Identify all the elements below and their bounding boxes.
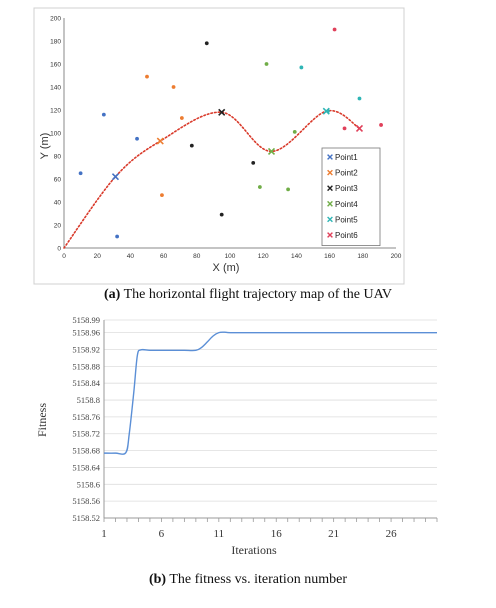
- y-axis-label: Y (m): [39, 133, 51, 160]
- fitness-line: [103, 331, 437, 455]
- caption-b-tag: (b): [148, 572, 167, 587]
- data-point: [342, 126, 347, 131]
- x-tick-label: 200: [391, 253, 402, 260]
- data-point: [204, 41, 209, 46]
- data-point: [286, 187, 290, 192]
- x-tick-label: 16: [271, 528, 283, 540]
- y-tick-label: 5158.72: [72, 429, 100, 439]
- data-point: [160, 193, 164, 198]
- x-tick-label: 120: [258, 253, 269, 260]
- x-tick-label: 40: [127, 253, 135, 260]
- data-point: [219, 212, 224, 217]
- x-tick-label: 26: [386, 528, 398, 540]
- legend-label: Point2: [335, 169, 358, 178]
- y-tick-label: 5158.6: [77, 479, 100, 489]
- data-point: [379, 123, 383, 127]
- data-point: [332, 27, 337, 32]
- data-point: [171, 85, 176, 89]
- y-tick-label: 0: [57, 246, 61, 253]
- legend-marker: [327, 200, 333, 207]
- x-tick-label: 0: [62, 253, 66, 260]
- data-point: [101, 112, 106, 117]
- y-tick-label: 160: [50, 62, 61, 69]
- caption-a: (a) The horizontal flight trajectory map…: [0, 287, 496, 303]
- y-tick-label: 5158.56: [72, 496, 100, 506]
- x-tick-label: 100: [225, 253, 236, 260]
- legend-label: Point4: [335, 200, 358, 209]
- x-tick-label: 20: [94, 253, 102, 260]
- y-tick-label: 5158.8: [77, 395, 100, 405]
- y-tick-label: 100: [50, 131, 61, 138]
- x-tick-label: 1: [101, 528, 107, 540]
- centre-marker: [111, 173, 120, 181]
- y-tick-label: 180: [50, 39, 61, 46]
- x-tick-label: 21: [328, 528, 339, 540]
- y-tick-label: 200: [50, 16, 61, 23]
- legend-label: Point6: [335, 231, 358, 240]
- y-tick-label: 5158.76: [72, 412, 100, 422]
- x-tick-label: 160: [324, 253, 335, 260]
- data-point: [299, 65, 304, 70]
- centre-marker: [355, 124, 364, 132]
- x-tick-label: 80: [193, 253, 201, 260]
- legend-marker: [327, 154, 333, 160]
- data-point: [292, 129, 297, 134]
- y-tick-label: 5158.99: [72, 315, 100, 325]
- data-point: [135, 136, 139, 141]
- x-tick-label: 11: [214, 528, 225, 540]
- caption-b-text: The fitness vs. iteration number: [169, 572, 348, 587]
- legend-label: Point1: [335, 153, 358, 162]
- y-tick-label: 20: [54, 223, 62, 230]
- legend-label: Point5: [335, 215, 358, 224]
- data-point: [179, 116, 184, 120]
- legend-box: [321, 147, 381, 246]
- y-tick-label: 5158.64: [72, 462, 100, 472]
- y-tick-label: 40: [54, 200, 62, 207]
- caption-b: (b) The fitness vs. iteration number: [0, 572, 496, 588]
- y-tick-label: 5158.88: [72, 361, 100, 371]
- data-point: [115, 234, 120, 239]
- y-axis-label: Fitness: [35, 403, 49, 437]
- data-point: [251, 161, 256, 165]
- y-tick-label: 140: [50, 85, 61, 92]
- x-tick-label: 6: [159, 528, 165, 540]
- x-axis-label: Iterations: [231, 543, 277, 557]
- trajectory-chart: 0 20 40 60 80 100 120 140 160 180 200 0 20 40 60 80 100 1…: [33, 7, 405, 285]
- data-point: [357, 96, 362, 101]
- caption-a-text: The horizontal flight trajectory map of …: [123, 287, 392, 302]
- x-tick-label: 60: [160, 253, 168, 260]
- caption-a-tag: (a): [104, 287, 121, 302]
- legend-label: Point3: [335, 184, 358, 193]
- data-point: [145, 74, 149, 79]
- centre-marker: [218, 108, 226, 116]
- y-tick-label: 5158.92: [72, 344, 100, 354]
- data-point: [257, 185, 262, 189]
- fitness-chart: 5158.52 5158.56 5158.6 5158.64 5158.68 5158.7…: [35, 315, 438, 557]
- data-point: [189, 143, 194, 148]
- centre-marker: [267, 147, 276, 155]
- y-tick-label: 5158.52: [72, 513, 100, 523]
- y-tick-label: 60: [54, 177, 62, 184]
- legend-marker: [327, 232, 333, 238]
- y-tick-label: 5158.68: [72, 446, 100, 456]
- legend-marker: [327, 169, 333, 176]
- legend-marker: [327, 185, 333, 192]
- centre-marker: [156, 137, 164, 145]
- y-tick-label: 120: [50, 108, 61, 115]
- centre-marker: [322, 107, 330, 115]
- legend-marker: [327, 216, 333, 223]
- data-point: [78, 171, 83, 176]
- y-tick-label: 5158.96: [72, 328, 100, 338]
- x-axis-label: X (m): [213, 262, 240, 274]
- data-point: [264, 62, 269, 66]
- y-tick-label: 5158.84: [72, 378, 100, 388]
- y-tick-label: 80: [54, 154, 62, 161]
- x-tick-label: 140: [291, 253, 302, 260]
- x-tick-label: 180: [357, 253, 368, 260]
